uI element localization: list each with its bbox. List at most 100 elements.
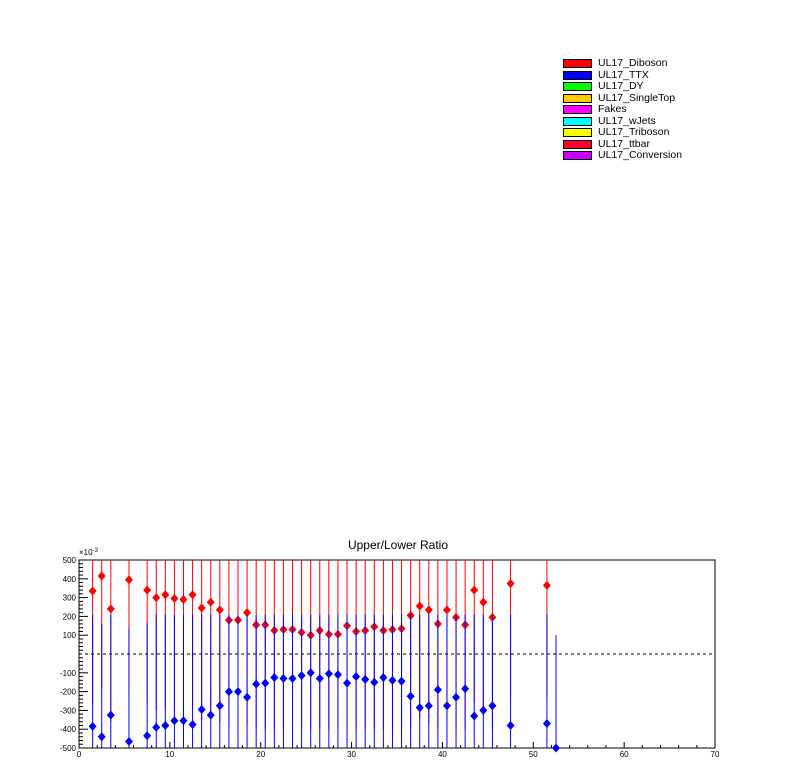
x-tick-label: 20 xyxy=(256,750,265,759)
legend-swatch xyxy=(563,151,592,161)
data-point xyxy=(470,711,479,721)
legend-label: UL17_DY xyxy=(598,80,644,93)
data-point xyxy=(506,579,515,588)
data-point xyxy=(479,597,488,607)
legend-entry: UL17_Diboson xyxy=(560,58,710,70)
data-point xyxy=(361,674,370,684)
legend-label: UL17_Diboson xyxy=(598,57,668,70)
legend-swatch xyxy=(563,93,592,103)
data-point xyxy=(442,605,451,615)
data-point xyxy=(152,722,161,732)
legend-swatch xyxy=(563,82,592,92)
data-point xyxy=(243,608,252,618)
data-point xyxy=(324,669,333,679)
legend-swatch xyxy=(563,70,592,80)
data-point xyxy=(188,720,197,729)
legend-swatch xyxy=(563,139,592,149)
x-tick-label: 40 xyxy=(438,750,447,759)
legend-entry: UL17_Triboson xyxy=(560,127,710,139)
data-point xyxy=(479,705,488,715)
data-point xyxy=(442,701,451,711)
data-point xyxy=(306,668,315,678)
x-tick-label: 60 xyxy=(620,750,629,759)
x-tick-label: 10 xyxy=(165,750,174,759)
y-exponent-base: ×10 xyxy=(79,548,93,557)
data-point xyxy=(297,671,306,681)
data-point xyxy=(288,673,297,683)
data-point xyxy=(179,716,188,726)
y-tick-label: -100 xyxy=(60,669,77,678)
data-point xyxy=(388,675,397,685)
data-point xyxy=(188,590,197,600)
data-point xyxy=(106,710,115,720)
legend-entry: UL17_ttbar xyxy=(560,137,710,151)
data-point xyxy=(197,603,206,613)
data-point xyxy=(461,684,470,694)
data-point xyxy=(261,678,270,688)
data-point xyxy=(415,601,424,611)
data-point xyxy=(397,676,406,686)
y-tick-label: 500 xyxy=(63,556,77,565)
legend-entry: UL17_Conversion xyxy=(560,150,710,162)
legend-label: Fakes xyxy=(598,103,627,116)
data-point xyxy=(379,673,388,682)
data-point xyxy=(124,736,133,746)
legend-entry: UL17_TTX xyxy=(560,68,710,82)
x-tick-label: 70 xyxy=(711,750,720,759)
legend-label: UL17_TTX xyxy=(598,68,649,81)
legend-swatch xyxy=(563,128,592,138)
y-tick-label: 100 xyxy=(63,631,77,640)
data-point xyxy=(215,605,224,615)
data-point xyxy=(352,672,361,682)
data-point xyxy=(270,673,279,682)
data-point xyxy=(552,743,560,753)
data-point xyxy=(215,701,224,711)
data-point xyxy=(506,720,515,730)
y-tick-label: 300 xyxy=(63,594,77,603)
data-point xyxy=(97,732,106,742)
legend-label: UL17_SingleTop xyxy=(598,91,676,104)
data-point xyxy=(424,605,433,615)
legend-entry: UL17_wJets xyxy=(560,115,710,128)
data-point xyxy=(88,586,97,596)
data-point xyxy=(179,594,188,604)
data-point xyxy=(415,703,424,713)
data-point xyxy=(488,701,497,711)
data-point xyxy=(452,692,461,702)
legend-label: UL17_ttbar xyxy=(598,137,650,150)
x-tick-label: 30 xyxy=(347,750,356,759)
data-point xyxy=(234,687,242,697)
y-tick-label: -300 xyxy=(60,706,77,715)
data-point xyxy=(243,692,252,702)
y-tick-label: -400 xyxy=(60,725,77,734)
data-point xyxy=(279,673,288,683)
data-point xyxy=(206,710,215,720)
data-point xyxy=(542,719,551,729)
y-tick-label: 400 xyxy=(63,575,77,584)
legend-label: UL17_Conversion xyxy=(598,149,683,162)
y-axis-exponent: ×10-3 xyxy=(79,548,99,557)
data-point xyxy=(542,580,551,590)
x-tick-label: 0 xyxy=(77,750,82,759)
y-tick-label: -500 xyxy=(60,744,77,753)
data-point xyxy=(252,679,261,689)
data-point xyxy=(97,571,106,581)
legend-label: UL17_Triboson xyxy=(598,126,670,139)
series-blue xyxy=(88,614,560,753)
data-point xyxy=(224,687,233,697)
data-point xyxy=(124,575,133,585)
data-point xyxy=(333,670,342,680)
legend-entry: UL17_SingleTop xyxy=(560,91,710,105)
data-point xyxy=(143,731,152,741)
data-point xyxy=(161,720,170,730)
legend-swatch xyxy=(563,105,592,115)
data-point xyxy=(315,673,324,683)
data-point xyxy=(370,677,379,687)
data-point xyxy=(106,604,115,614)
data-point xyxy=(206,597,215,607)
legend: UL17_Diboson UL17_TTX UL17_DY UL17_SingleTo… xyxy=(560,58,710,162)
y-tick-label: -200 xyxy=(60,688,77,697)
data-point xyxy=(161,590,170,600)
data-point xyxy=(197,704,206,714)
